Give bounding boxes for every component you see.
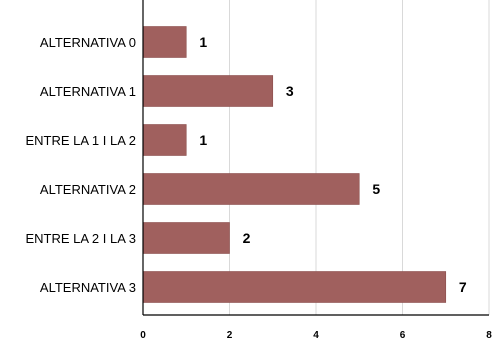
bar-4 bbox=[142, 222, 230, 254]
data-label: 5 bbox=[372, 181, 380, 197]
bar-0 bbox=[142, 26, 187, 58]
category-label: ALTERNATIVA 2 bbox=[40, 182, 136, 197]
bar-2 bbox=[142, 124, 187, 156]
category-label: ALTERNATIVA 0 bbox=[40, 35, 136, 50]
bars-layer bbox=[142, 26, 447, 303]
bar-1 bbox=[142, 75, 274, 107]
x-tick-label: 8 bbox=[486, 330, 492, 341]
category-label: ENTRE LA 2 I LA 3 bbox=[25, 231, 136, 246]
axis-layer: 0 2 4 6 8 bbox=[140, 0, 492, 341]
x-tick-label: 6 bbox=[400, 330, 406, 341]
data-label: 3 bbox=[286, 83, 294, 99]
bar-5 bbox=[142, 271, 447, 303]
x-tick-label: 4 bbox=[313, 330, 319, 341]
category-label: ALTERNATIVA 3 bbox=[40, 280, 136, 295]
category-label: ENTRE LA 1 I LA 2 bbox=[25, 133, 136, 148]
data-label: 7 bbox=[459, 279, 467, 295]
category-label: ALTERNATIVA 1 bbox=[40, 84, 136, 99]
x-tick-label: 0 bbox=[140, 330, 146, 341]
labels-layer: ALTERNATIVA 0 1 ALTERNATIVA 1 3 ENTRE LA 1 I… bbox=[25, 34, 466, 295]
data-label: 1 bbox=[199, 132, 207, 148]
grid-layer bbox=[229, 0, 490, 315]
x-tick-label: 2 bbox=[227, 330, 233, 341]
data-label: 2 bbox=[243, 230, 251, 246]
data-label: 1 bbox=[199, 34, 207, 50]
bar-3 bbox=[142, 173, 360, 205]
